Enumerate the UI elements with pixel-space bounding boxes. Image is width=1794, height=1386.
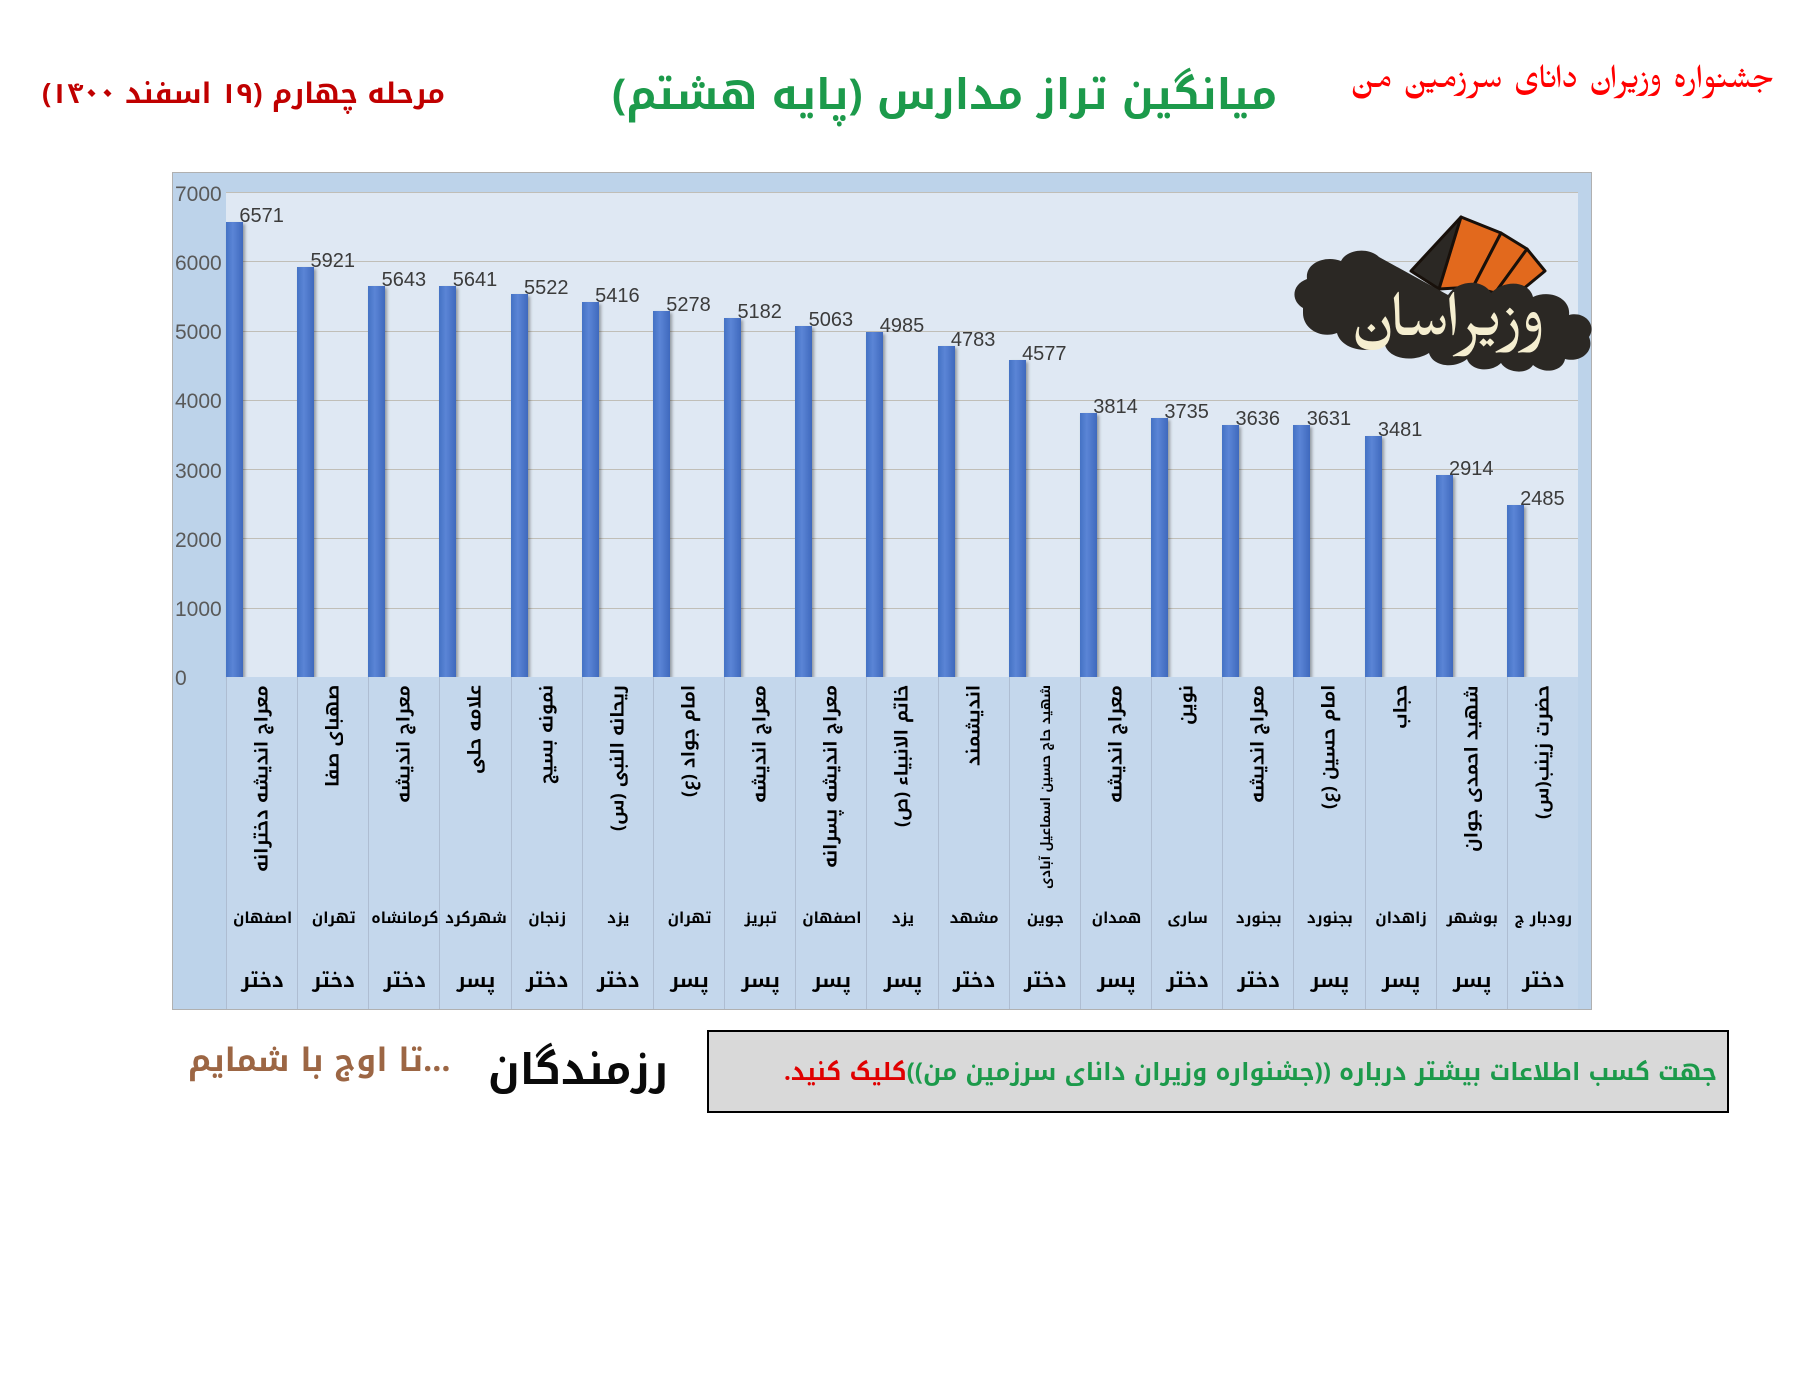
svg-text:وزیراسان: وزیراسان: [1350, 291, 1545, 370]
